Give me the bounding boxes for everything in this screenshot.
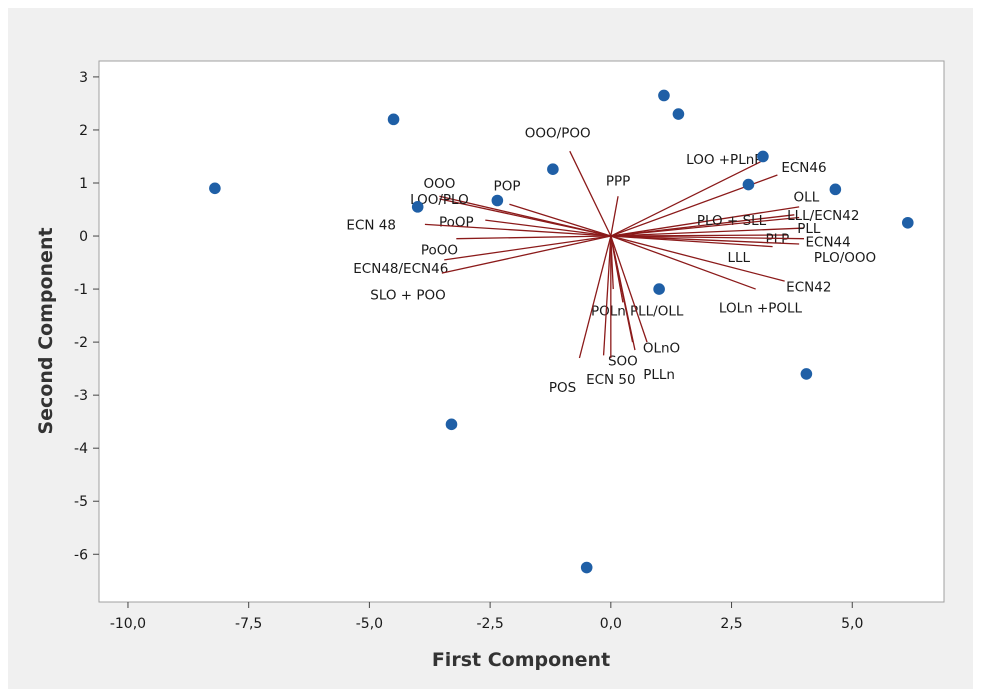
score-point xyxy=(547,163,559,175)
loading-vector-label: OLL xyxy=(794,189,820,205)
loading-vector-label: LLL xyxy=(727,250,750,266)
score-point xyxy=(829,183,842,196)
loading-vector-label: ECN 48 xyxy=(346,217,396,233)
loading-vector-line xyxy=(602,235,612,356)
y-tick-label: -5 xyxy=(74,494,88,510)
score-point xyxy=(411,201,424,213)
y-tick-label: -6 xyxy=(74,547,88,563)
y-tick-label: -4 xyxy=(74,441,88,457)
loading-vector-line xyxy=(456,235,611,240)
plot-area xyxy=(98,60,945,603)
loading-vector-line xyxy=(610,196,619,237)
chart-frame: -10,0 -7,5 -5,0 -2,5 0,0 2,5 5,0 3 2 1 0 -1 -2 -3 -4 -… xyxy=(8,8,973,689)
y-axis-ticks: 3 2 1 0 -1 -2 -3 -4 -5 -6 xyxy=(74,70,99,563)
loading-vector-label: ECN44 xyxy=(805,234,850,250)
x-axis-title: First Component xyxy=(432,649,610,671)
loading-vector-line xyxy=(610,235,800,245)
score-point xyxy=(445,418,458,431)
loading-vector-line xyxy=(439,198,611,237)
y-tick-label: -1 xyxy=(74,282,88,298)
x-axis-ticks: -10,0 -7,5 -5,0 -2,5 0,0 2,5 5,0 xyxy=(110,602,863,632)
loading-vector-line xyxy=(578,235,612,359)
loading-vector-label: OLnO xyxy=(643,340,680,356)
y-tick-label: -2 xyxy=(74,335,88,351)
y-tick-label: -3 xyxy=(74,388,88,404)
loading-vector-line xyxy=(610,227,804,237)
loading-vector-line xyxy=(444,235,611,261)
loading-vector-line xyxy=(509,203,612,237)
loading-vector-label: ECN46 xyxy=(781,160,826,176)
score-point xyxy=(901,216,914,229)
score-point xyxy=(742,178,755,191)
loading-vector-line xyxy=(610,206,800,237)
loading-vector-label: LOO/PLO xyxy=(410,192,469,208)
loading-vector-line xyxy=(610,235,773,248)
score-point xyxy=(672,108,685,120)
score-point xyxy=(491,194,504,207)
score-point xyxy=(209,182,221,195)
x-tick-label: -5,0 xyxy=(356,616,383,632)
y-tick-label: 3 xyxy=(79,70,88,86)
loading-vector-line xyxy=(569,150,612,237)
loading-vector-line xyxy=(424,223,611,237)
loading-vector-label: OOO xyxy=(423,176,455,192)
x-tick-label: 0,0 xyxy=(600,616,622,632)
score-point xyxy=(658,89,670,102)
loading-vector-label: PLO/OOO xyxy=(814,250,876,266)
loading-vector-label: ECN42 xyxy=(786,279,831,295)
loading-vector-label: OOO/POO xyxy=(525,126,591,142)
loading-vector-line xyxy=(610,235,756,290)
loading-vector-label: PoOO xyxy=(421,242,458,258)
biplot-chart: -10,0 -7,5 -5,0 -2,5 0,0 2,5 5,0 3 2 1 0 -1 -2 -3 -4 -… xyxy=(35,60,945,671)
loading-vector-label: PLL xyxy=(797,221,821,237)
loading-vector-label: ECN48/ECN46 xyxy=(353,261,448,277)
loading-vector-label: PPP xyxy=(606,173,630,189)
score-point xyxy=(580,561,593,574)
score-point xyxy=(800,368,813,380)
loading-vector-label: LOLn +POLL xyxy=(719,301,803,317)
loading-vector-line xyxy=(610,216,800,237)
y-tick-label: 0 xyxy=(79,229,88,245)
loading-vector-label: POLn xyxy=(591,303,626,319)
loading-vector-line xyxy=(610,235,804,240)
score-points xyxy=(209,89,914,574)
loading-vector-line xyxy=(610,235,648,343)
loading-vector-label: LLL/ECN42 xyxy=(787,208,859,224)
x-tick-label: -10,0 xyxy=(110,616,146,632)
loading-vector-line xyxy=(610,161,761,237)
loading-vector-line xyxy=(441,235,611,274)
y-tick-label: 1 xyxy=(79,176,88,192)
y-axis-title: Second Component xyxy=(35,227,57,434)
loading-vector-line xyxy=(610,235,785,282)
loading-vector-label: ECN 50 xyxy=(586,372,636,388)
loading-vector-label: SLO + POO xyxy=(370,287,446,303)
loading-vector-label: PLP xyxy=(766,232,790,248)
y-tick-label: 2 xyxy=(79,123,88,139)
loading-vector-label: PLL/OLL xyxy=(630,303,684,319)
score-point xyxy=(387,113,400,126)
score-point xyxy=(653,283,665,295)
loading-vector-label: PoOP xyxy=(439,215,474,231)
loading-vector-label: POP xyxy=(494,179,521,195)
x-tick-label: -2,5 xyxy=(476,616,503,632)
loading-vector-label: LOO +PLnP xyxy=(686,152,762,168)
x-tick-label: -7,5 xyxy=(235,616,262,632)
loading-vector-label: SOO xyxy=(608,354,638,370)
loading-vector-line xyxy=(610,235,636,351)
x-tick-label: 2,5 xyxy=(720,616,742,632)
loading-vector-line xyxy=(485,219,611,237)
score-point xyxy=(757,150,769,163)
loading-vector-label: PLO + SLL xyxy=(697,213,767,229)
loading-vector-label: PLLn xyxy=(643,367,675,383)
loading-vector-label: POS xyxy=(549,380,576,396)
x-tick-label: 5,0 xyxy=(841,616,863,632)
